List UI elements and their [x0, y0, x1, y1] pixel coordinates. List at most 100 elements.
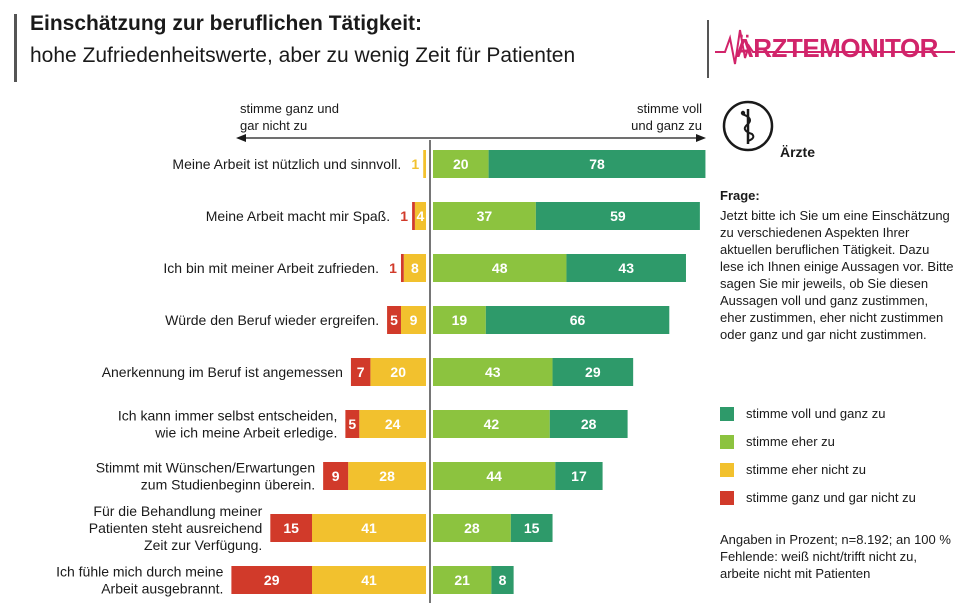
- bar-segment: [433, 410, 550, 438]
- data-label: 28: [581, 416, 597, 432]
- data-label: 29: [585, 364, 601, 380]
- legend-item: stimme eher zu: [720, 433, 960, 451]
- category-label: Arbeit ausgebrannt.: [101, 581, 223, 597]
- category-label: Ich fühle mich durch meine: [56, 564, 224, 580]
- data-label: 17: [571, 468, 587, 484]
- data-label: 37: [477, 208, 493, 224]
- data-label: 29: [264, 572, 280, 588]
- axis-arrow-right-icon: [696, 134, 706, 142]
- bar-segment: [510, 514, 553, 542]
- bar-segment: [566, 254, 686, 282]
- data-label: 59: [610, 208, 626, 224]
- bar-segment: [485, 306, 670, 334]
- data-label: 20: [453, 156, 469, 172]
- data-label: 28: [379, 468, 395, 484]
- group-label: Ärzte: [780, 144, 816, 160]
- data-label: 41: [361, 520, 377, 536]
- category-label: Patienten steht ausreichend: [89, 520, 263, 536]
- data-label: 15: [524, 520, 540, 536]
- bar-segment: [552, 358, 634, 386]
- data-label: 24: [385, 416, 401, 432]
- bar-segment: [270, 514, 313, 542]
- legend-label: stimme ganz und gar nicht zu: [746, 490, 916, 505]
- category-label: Ich bin mit meiner Arbeit zufrieden.: [163, 260, 379, 276]
- bar-segment: [323, 462, 349, 490]
- category-label: Würde den Beruf wieder ergreifen.: [165, 312, 379, 328]
- legend-swatch: [720, 407, 734, 421]
- legend-item: stimme voll und ganz zu: [720, 405, 960, 423]
- legend-swatch: [720, 491, 734, 505]
- page-title: Einschätzung zur beruflichen Tätigkeit:: [30, 12, 423, 35]
- footnote: Angaben in Prozent; n=8.192; an 100 % Fe…: [720, 532, 951, 581]
- data-label: 66: [570, 312, 586, 328]
- axis-left-label: stimme ganz und gar nicht zu: [240, 101, 339, 133]
- data-label: 8: [411, 260, 419, 276]
- bar-segment: [535, 202, 700, 230]
- bar-segment: [370, 358, 426, 386]
- bar-segment: [433, 462, 556, 490]
- axis-arrow-left-icon: [236, 134, 246, 142]
- caduceus-icon: [722, 100, 774, 152]
- legend-swatch: [720, 463, 734, 477]
- data-label: 1: [411, 156, 419, 172]
- legend-item: stimme eher nicht zu: [720, 461, 960, 479]
- heartbeat-logo-icon: [715, 29, 955, 65]
- data-label: 41: [361, 572, 377, 588]
- bar-segment: [312, 566, 426, 594]
- logo-text: ÄRZTEMONITOR: [735, 33, 938, 63]
- bar-segment: [403, 254, 426, 282]
- data-label: 7: [357, 364, 365, 380]
- axis-right-label: stimme voll und ganz zu: [631, 101, 702, 133]
- bar-segment: [433, 514, 511, 542]
- bar-segment: [400, 306, 426, 334]
- data-label: 4: [417, 208, 425, 224]
- category-label: Meine Arbeit macht mir Spaß.: [206, 208, 390, 224]
- category-label: Stimmt mit Wünschen/Erwartungen: [96, 460, 315, 476]
- bar-segment: [433, 566, 492, 594]
- bar-segment: [555, 462, 603, 490]
- bar-segment: [488, 150, 706, 178]
- bar-segment: [412, 202, 415, 230]
- bar-segment: [549, 410, 628, 438]
- data-label: 43: [618, 260, 634, 276]
- category-label: Für die Behandlung meiner: [93, 503, 262, 519]
- data-label: 43: [485, 364, 501, 380]
- bar-segment: [433, 150, 489, 178]
- bar-segment: [414, 202, 426, 230]
- bar-segment: [350, 358, 371, 386]
- bar-segment: [231, 566, 313, 594]
- data-label: 19: [452, 312, 468, 328]
- bar-segment: [348, 462, 426, 490]
- data-label: 5: [348, 416, 356, 432]
- category-label: Anerkennung im Beruf ist angemessen: [102, 364, 343, 380]
- data-label: 48: [492, 260, 508, 276]
- legend-label: stimme voll und ganz zu: [746, 406, 886, 421]
- data-label: 9: [332, 468, 340, 484]
- bar-segment: [312, 514, 426, 542]
- bar-segment: [400, 254, 404, 282]
- category-label: zum Studienbeginn überein.: [141, 477, 315, 493]
- bar-segment: [345, 410, 360, 438]
- legend-item: stimme ganz und gar nicht zu: [720, 489, 960, 507]
- bar-segment: [423, 150, 426, 178]
- category-label: Ich kann immer selbst entscheiden,: [118, 408, 337, 424]
- data-label: 15: [283, 520, 299, 536]
- bar-segment: [359, 410, 426, 438]
- logo-divider: [707, 20, 709, 78]
- data-label: 5: [390, 312, 398, 328]
- legend-label: stimme eher zu: [746, 434, 835, 449]
- category-label: wie ich meine Arbeit erledige.: [154, 425, 337, 441]
- data-label: 21: [454, 572, 470, 588]
- bar-segment: [433, 254, 567, 282]
- data-label: 8: [499, 572, 507, 588]
- question-title: Frage:: [720, 188, 760, 203]
- data-label: 20: [390, 364, 406, 380]
- question-text: Jetzt bitte ich Sie um eine Einschätzung…: [720, 208, 954, 342]
- legend-label: stimme eher nicht zu: [746, 462, 866, 477]
- data-label: 44: [486, 468, 502, 484]
- header-accent-bar: [14, 14, 17, 82]
- category-label: Zeit zur Verfügung.: [144, 537, 262, 553]
- data-label: 28: [464, 520, 480, 536]
- category-label: Meine Arbeit ist nützlich und sinnvoll.: [172, 156, 401, 172]
- bar-segment: [387, 306, 401, 334]
